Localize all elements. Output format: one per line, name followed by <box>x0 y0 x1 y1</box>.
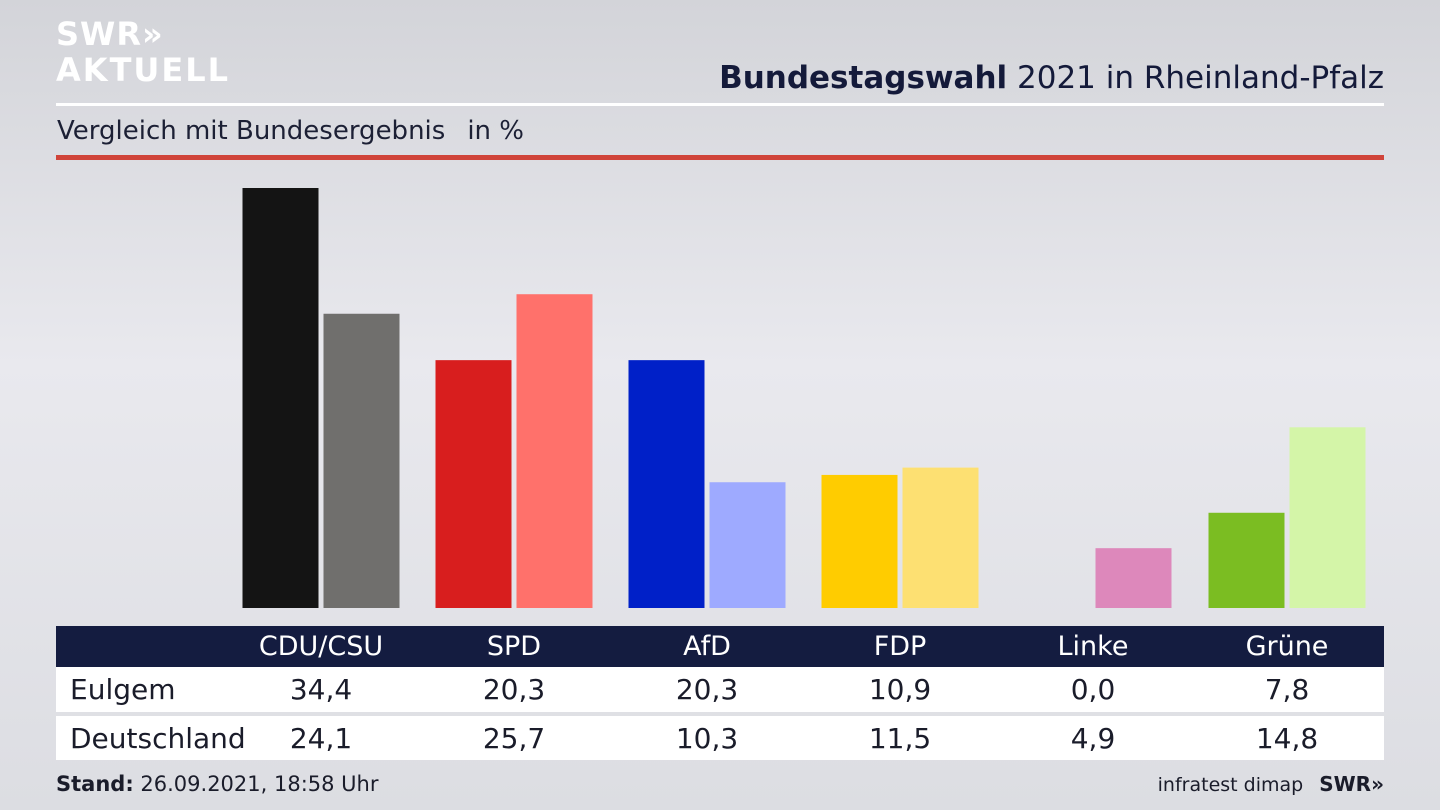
chart-subtitle: Vergleich mit Bundesergebnis in % <box>57 116 524 146</box>
bar-gr-ne-deutschland <box>1289 427 1366 608</box>
table-cell: 10,9 <box>868 673 932 706</box>
table-cell: 20,3 <box>675 673 739 706</box>
column-header: AfD <box>683 631 731 662</box>
chart-title: Bundestagswahl 2021 in Rheinland-Pfalz <box>719 60 1384 96</box>
table-cell: 10,3 <box>675 722 739 755</box>
row-label: Eulgem <box>70 673 176 706</box>
bar-linke-deutschland <box>1095 548 1172 608</box>
bar-gr-ne-eulgem <box>1208 512 1285 608</box>
column-header: SPD <box>486 631 542 662</box>
swr-aktuell-logo: SWR» AKTUELL <box>56 18 230 86</box>
bar-fdp-deutschland <box>902 467 979 608</box>
stand-value: 26.09.2021, 18:58 Uhr <box>133 772 379 796</box>
logo-line-1: SWR» <box>56 15 164 53</box>
bar-fdp-eulgem <box>821 474 898 608</box>
table-cell: 25,7 <box>482 722 546 755</box>
chart-title-bold: Bundestagswahl <box>719 60 1008 96</box>
chart-title-rest: 2021 in Rheinland-Pfalz <box>1007 60 1384 96</box>
table-cell: 24,1 <box>289 722 353 755</box>
table-cell: 34,4 <box>289 673 353 706</box>
column-header: Grüne <box>1245 631 1329 662</box>
table-header-row: CDU/CSU SPD AfD FDP Linke Grüne <box>56 626 1384 667</box>
table-cell: 7,8 <box>1264 673 1310 706</box>
table-cell: 14,8 <box>1255 722 1319 755</box>
table-row-eulgem: Eulgem 34,4 20,3 20,3 10,9 0,0 7,8 <box>56 667 1384 712</box>
bar-spd-eulgem <box>435 360 512 608</box>
table-row-deutschland: Deutschland 24,1 25,7 10,3 11,5 4,9 14,8 <box>56 716 1384 760</box>
table-cell: 0,0 <box>1070 673 1116 706</box>
source-credit: infratest dimap SWR» <box>1158 772 1384 796</box>
timestamp: Stand: 26.09.2021, 18:58 Uhr <box>56 772 379 796</box>
logo-line-2: AKTUELL <box>56 51 231 89</box>
subtitle-unit: in % <box>467 116 524 146</box>
results-table: CDU/CSU SPD AfD FDP Linke Grüne Eulgem 34,4 20… <box>56 626 1384 760</box>
table-cell: 11,5 <box>868 722 932 755</box>
column-header: Linke <box>1057 631 1129 662</box>
title-divider <box>56 103 1384 106</box>
column-header: CDU/CSU <box>258 631 384 662</box>
accent-divider <box>56 155 1384 160</box>
swr-brand-logo: SWR» <box>1319 772 1384 796</box>
table-cell: 4,9 <box>1070 722 1116 755</box>
row-label: Deutschland <box>70 722 246 755</box>
table-cell: 20,3 <box>482 673 546 706</box>
bar-afd-deutschland <box>709 482 786 608</box>
column-header: FDP <box>873 631 927 662</box>
bar-afd-eulgem <box>628 360 705 608</box>
bar-spd-deutschland <box>516 294 593 608</box>
bar-cdu-csu-deutschland <box>323 313 400 608</box>
bar-cdu-csu-eulgem <box>242 188 319 608</box>
subtitle-text: Vergleich mit Bundesergebnis <box>57 116 446 146</box>
stand-label: Stand: <box>56 772 134 796</box>
source-name: infratest dimap <box>1157 774 1304 796</box>
